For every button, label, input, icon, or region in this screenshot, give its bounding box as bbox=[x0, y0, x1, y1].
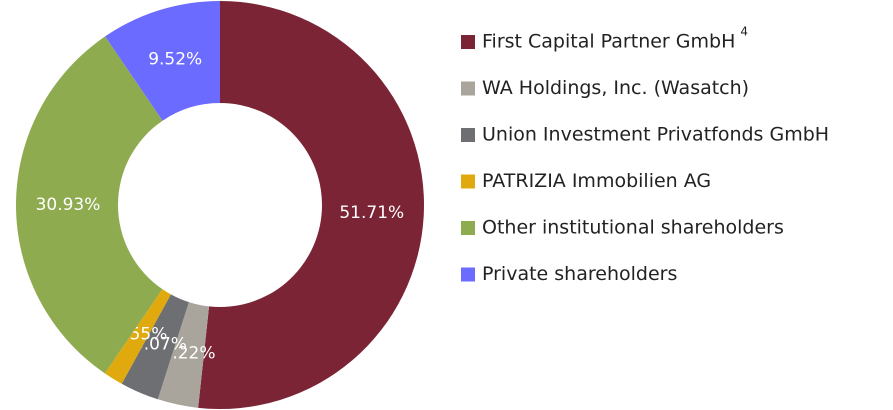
data-label: 3.07% bbox=[133, 335, 187, 355]
legend-label: PATRIZIA Immobilien AG bbox=[482, 170, 711, 192]
donut-slice bbox=[15, 36, 163, 374]
data-label: 30.93% bbox=[36, 195, 101, 215]
donut-slice bbox=[157, 302, 210, 408]
legend-label: Private shareholders bbox=[482, 263, 677, 285]
legend-swatch bbox=[461, 128, 475, 142]
legend-swatch bbox=[461, 81, 475, 96]
legend-label: Other institutional shareholders bbox=[482, 217, 784, 239]
legend-swatch bbox=[461, 267, 475, 282]
legend-footnote: 4 bbox=[740, 25, 748, 39]
legend-label: Union Investment Privatfonds GmbH bbox=[482, 124, 829, 146]
data-label: 51.71% bbox=[339, 203, 404, 223]
donut-slice bbox=[198, 1, 424, 409]
legend-swatch bbox=[461, 35, 475, 49]
legend-label: WA Holdings, Inc. (Wasatch) bbox=[482, 77, 749, 99]
data-label: 9.52% bbox=[148, 50, 202, 70]
donut-slice bbox=[121, 294, 189, 400]
donut-slice bbox=[105, 1, 220, 121]
legend-label: First Capital Partner GmbH bbox=[482, 31, 735, 53]
donut-slice bbox=[104, 289, 171, 384]
legend-swatch bbox=[461, 221, 475, 235]
legend-swatch bbox=[461, 174, 475, 189]
data-label: 3.22% bbox=[162, 344, 216, 364]
